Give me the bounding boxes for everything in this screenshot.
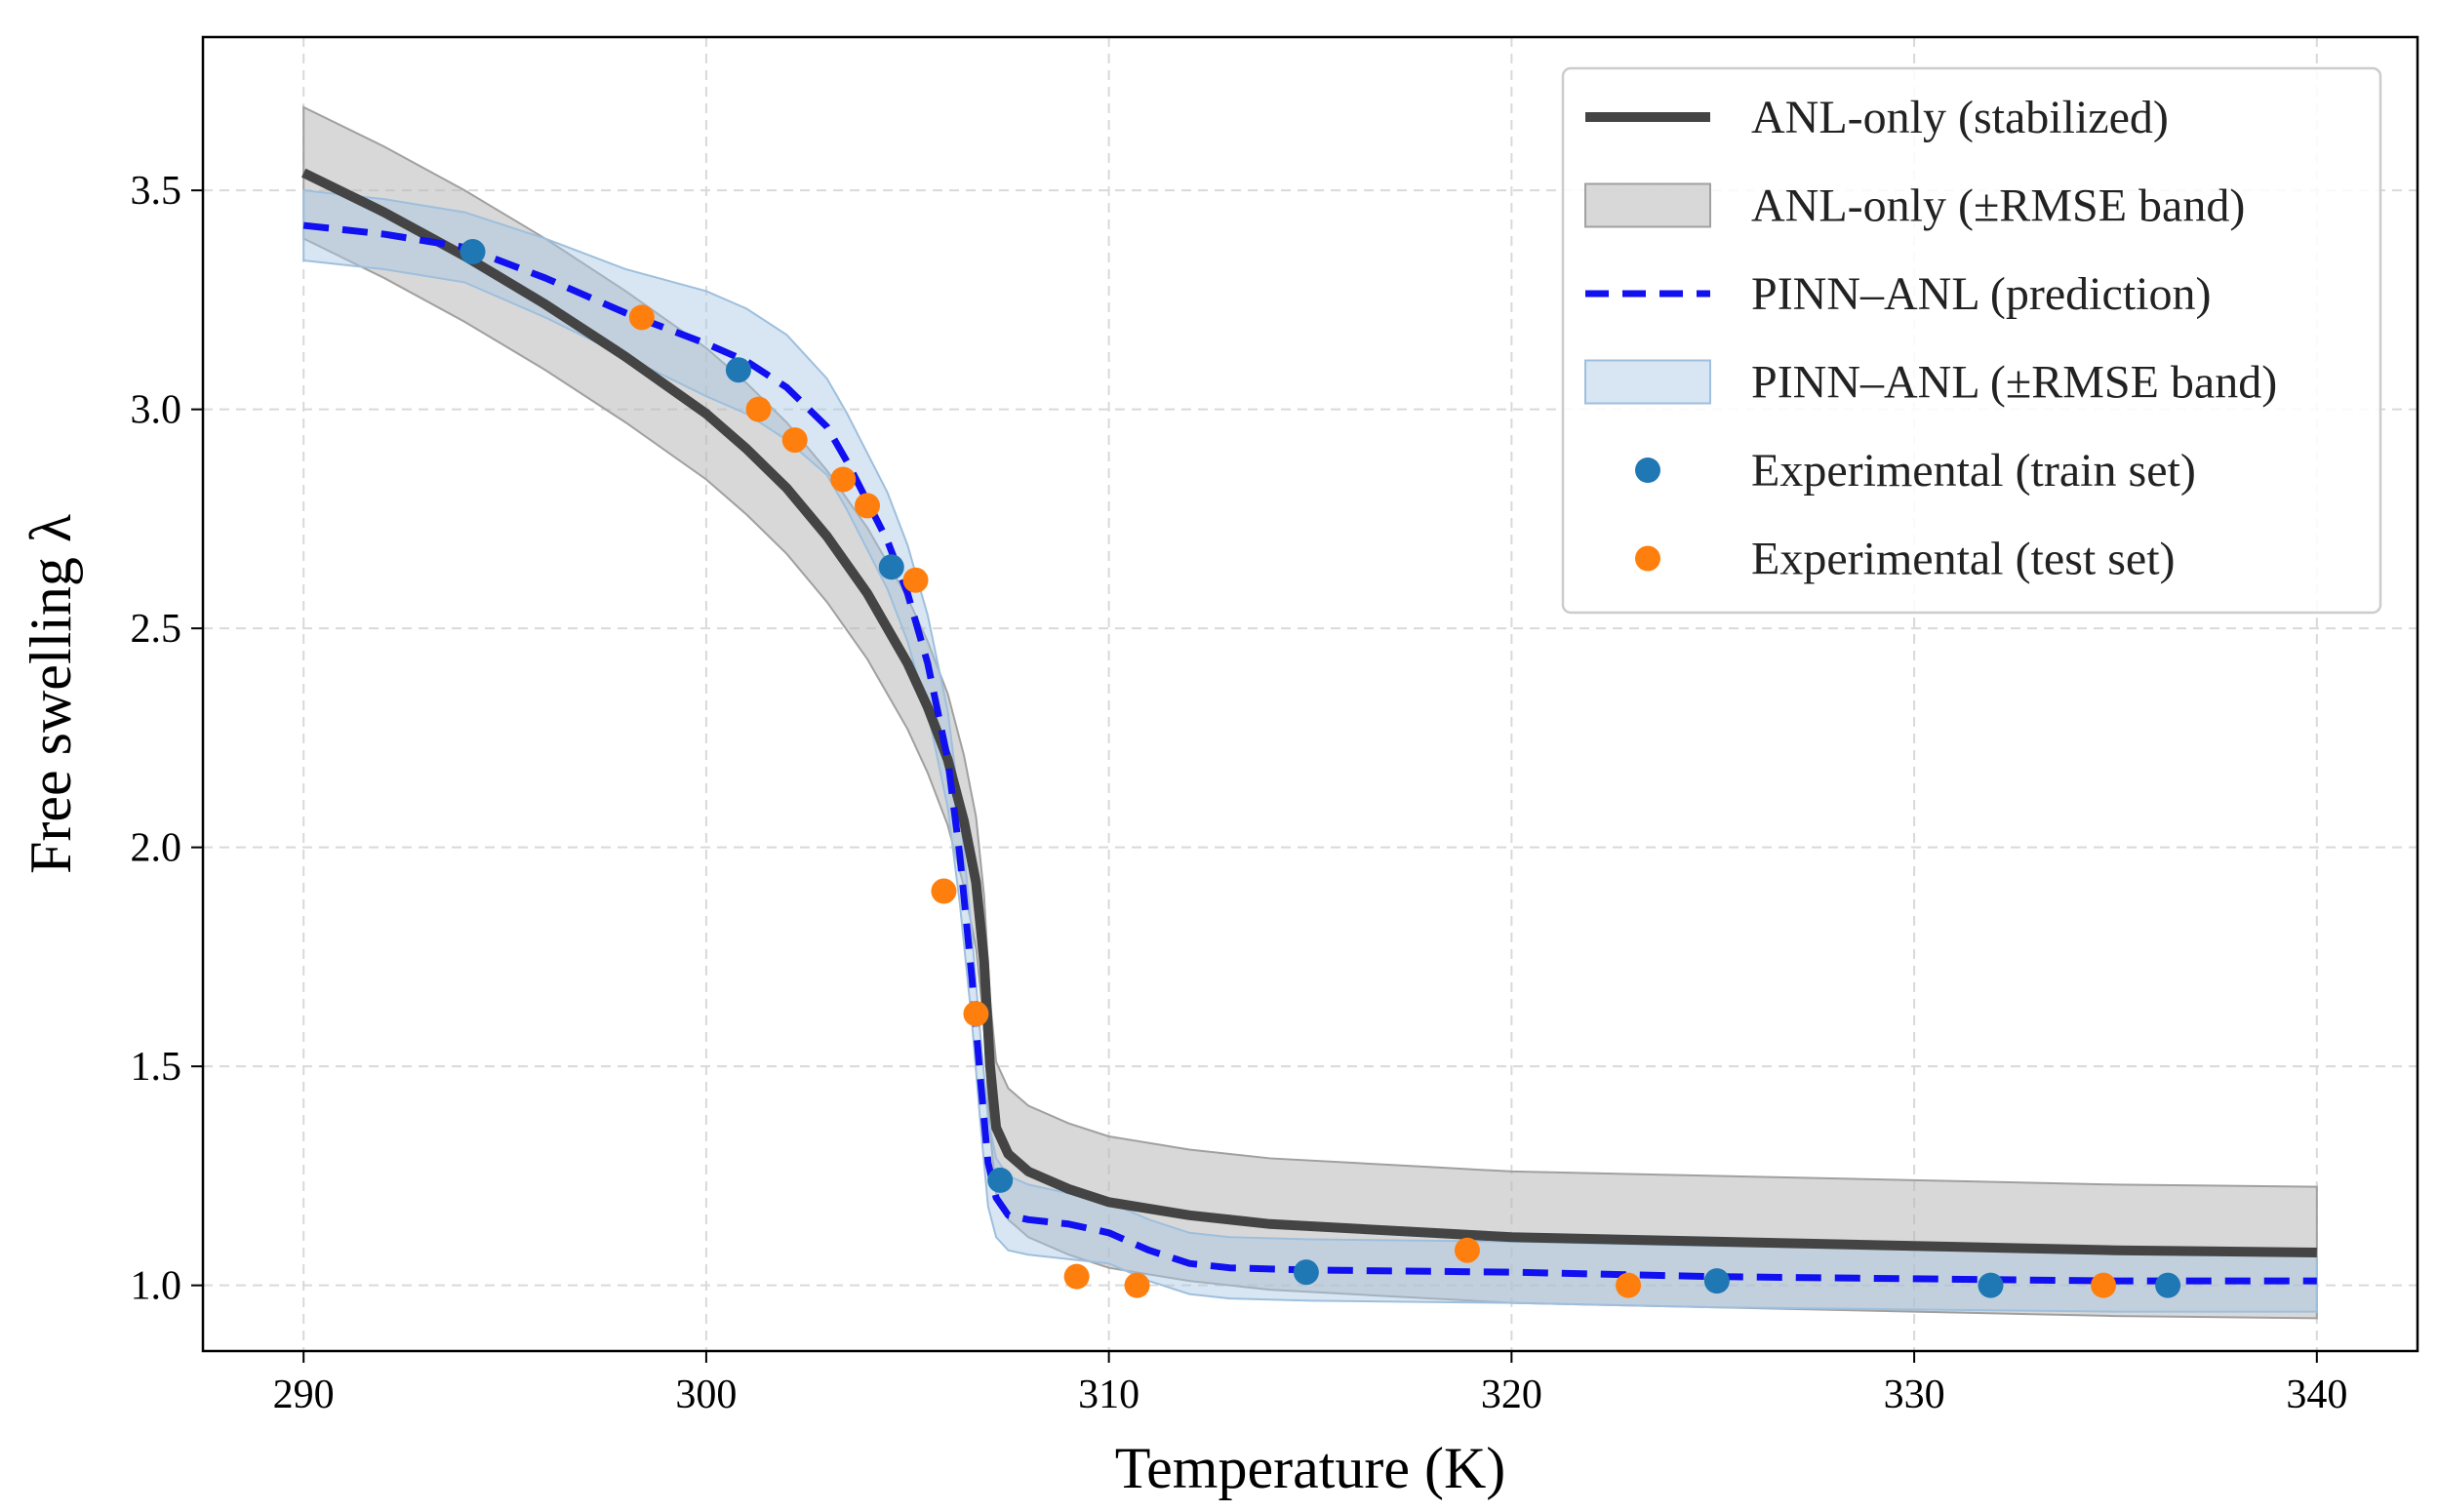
- pinn-anl-prediction-line: [302, 221, 2317, 1285]
- legend-anl-only-rmse-band-swatch: [1584, 182, 1711, 228]
- experimental-test-set-point: [628, 304, 655, 331]
- experimental-test-set-point: [931, 878, 957, 904]
- experimental-train-set-point: [2155, 1272, 2181, 1298]
- y-tick-label: 3.5: [131, 169, 182, 214]
- experimental-test-set-point: [1124, 1272, 1150, 1298]
- anl-only-stabilized-line: [300, 168, 2317, 1257]
- legend-anl-only-stabilized-label: ANL-only (stabilized): [1751, 92, 2169, 143]
- experimental-test-set-point: [855, 493, 880, 519]
- x-tick-label: 300: [675, 1373, 737, 1417]
- y-tick-label: 3.0: [131, 388, 182, 433]
- experimental-train-set-point: [987, 1167, 1014, 1193]
- experimental-test-set-point: [745, 396, 772, 422]
- series-lines: [300, 168, 2317, 1285]
- experimental-train-set-point: [878, 554, 904, 580]
- x-tick-label: 340: [2286, 1373, 2347, 1417]
- legend: ANL-only (stabilized) ANL-only (±RMSE ban…: [1561, 66, 2382, 615]
- x-tick-label: 290: [273, 1373, 335, 1417]
- legend-experimental-train-set-marker: [1635, 458, 1660, 483]
- experimental-train-set-point: [1703, 1268, 1730, 1294]
- experimental-test-set-point: [902, 567, 929, 593]
- experimental-train-set-point: [725, 357, 751, 383]
- scatter-points: [460, 239, 2181, 1298]
- y-tick-label: 1.5: [131, 1045, 182, 1090]
- plot-frame: [201, 35, 2419, 1353]
- legend-pinn-anl-prediction-label: PINN–ANL (prediction): [1751, 268, 2211, 320]
- y-axis-label: Free swelling λ: [19, 514, 83, 874]
- experimental-test-set-point: [1454, 1237, 1480, 1263]
- axis-ticks: 290 300 310 320 330 340 1.0 1.5 2.0 2.5 3.0 3.5: [131, 169, 2348, 1417]
- y-tick-label: 1.0: [131, 1264, 182, 1309]
- legend-experimental-train-set-label: Experimental (train set): [1751, 445, 2196, 497]
- legend-box: [1561, 66, 2382, 615]
- experimental-test-set-point: [1063, 1263, 1090, 1290]
- experimental-test-set-point: [1616, 1272, 1642, 1298]
- experimental-test-set-point: [963, 1001, 989, 1027]
- x-tick-label: 310: [1078, 1373, 1139, 1417]
- legend-anl-only-rmse-band-label: ANL-only (±RMSE band): [1751, 180, 2245, 232]
- legend-pinn-anl-rmse-band-swatch: [1584, 359, 1711, 405]
- experimental-test-set-point: [781, 427, 808, 454]
- pinn-anl-rmse-band-band: [302, 189, 2318, 1313]
- legend-experimental-test-set-marker: [1635, 545, 1660, 572]
- legend-experimental-test-set-label: Experimental (test set): [1751, 534, 2176, 585]
- legend-pinn-anl-rmse-band-label: PINN–ANL (±RMSE band): [1751, 357, 2277, 409]
- experimental-test-set-point: [830, 466, 857, 493]
- experimental-train-set-point: [460, 239, 486, 265]
- y-tick-label: 2.5: [131, 607, 182, 652]
- anl-only-rmse-band-band: [302, 105, 2318, 1320]
- confidence-bands: [302, 105, 2318, 1320]
- y-tick-label: 2.0: [131, 826, 182, 871]
- experimental-train-set-point: [1978, 1272, 2004, 1298]
- x-tick-label: 320: [1481, 1373, 1542, 1417]
- experimental-test-set-point: [2091, 1272, 2117, 1298]
- x-tick-label: 330: [1884, 1373, 1945, 1417]
- experimental-train-set-point: [1293, 1259, 1319, 1286]
- x-axis-label: Temperature (K): [1115, 1436, 1506, 1500]
